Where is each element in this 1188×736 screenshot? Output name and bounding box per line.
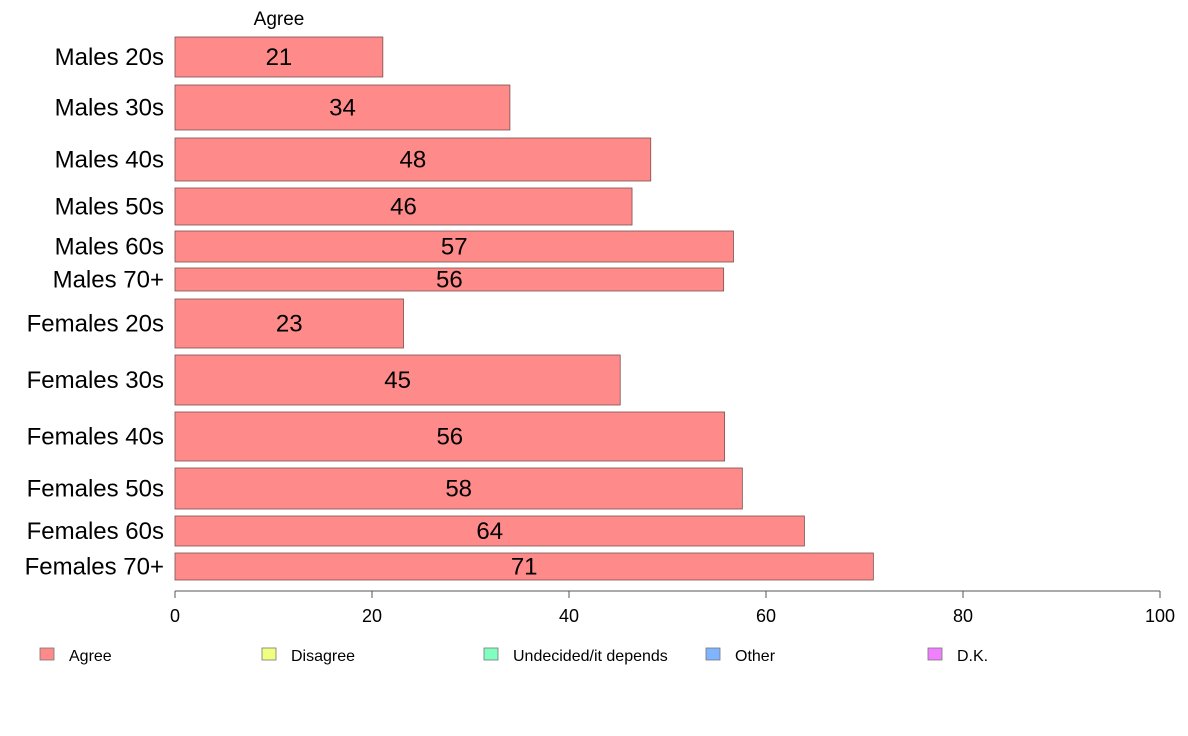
data-label: 58 <box>445 476 472 503</box>
bar <box>174 267 725 292</box>
category-label: Females 70+ <box>25 554 164 581</box>
bar <box>174 137 652 182</box>
bar <box>174 187 633 226</box>
legend-label: Agree <box>69 648 112 665</box>
data-label: 23 <box>276 311 303 338</box>
bars-layer <box>174 36 874 581</box>
bar <box>174 84 511 131</box>
x-tick-label: 100 <box>1145 606 1175 626</box>
category-label: Males 70+ <box>53 267 164 294</box>
legend-item: Disagree <box>261 647 355 665</box>
legend-item: Other <box>705 647 776 665</box>
data-label: 45 <box>384 367 411 394</box>
legend-item: Agree <box>39 647 112 665</box>
category-label: Males 60s <box>55 234 164 261</box>
legend-item: D.K. <box>927 647 988 665</box>
bar <box>174 552 874 581</box>
bar <box>174 230 734 263</box>
legend-swatch <box>705 647 721 661</box>
x-axis: 0 20 40 60 80 100 <box>170 590 1175 626</box>
legend-label: Disagree <box>291 648 355 665</box>
x-tick-label: 20 <box>362 606 382 626</box>
data-label: 21 <box>266 44 293 71</box>
data-label: 56 <box>436 267 463 294</box>
legend-swatch <box>927 647 943 661</box>
data-label: 56 <box>436 424 463 451</box>
data-label: 48 <box>400 147 427 174</box>
category-label: Males 30s <box>55 95 164 122</box>
data-label: 34 <box>329 95 356 122</box>
category-label: Females 20s <box>27 311 164 338</box>
legend-item: Undecided/it depends <box>483 647 668 665</box>
data-label: 71 <box>511 554 538 581</box>
legend-label: Other <box>735 648 776 665</box>
legend-swatch <box>261 647 277 661</box>
category-label: Males 40s <box>55 147 164 174</box>
bar <box>174 411 726 462</box>
x-tick-label: 40 <box>559 606 579 626</box>
legend-label: Undecided/it depends <box>513 648 668 665</box>
data-label: 57 <box>441 234 468 261</box>
legend-swatch <box>483 647 499 661</box>
series-title: Agree <box>254 9 305 30</box>
bar <box>174 298 404 349</box>
category-label: Females 30s <box>27 367 164 394</box>
legend-swatch <box>39 647 55 661</box>
category-label: Females 50s <box>27 476 164 503</box>
legend-label: D.K. <box>957 648 988 665</box>
x-tick-label: 80 <box>953 606 973 626</box>
data-label: 46 <box>390 194 417 221</box>
bar <box>174 36 384 78</box>
legend: Agree Disagree Undecided/it depends Other D.… <box>39 647 988 665</box>
category-label: Males 20s <box>55 44 164 71</box>
bar <box>174 354 621 406</box>
category-label: Females 40s <box>27 424 164 451</box>
x-tick-label: 60 <box>756 606 776 626</box>
bar <box>174 515 805 547</box>
row-labels-layer: Males 20s Males 30s Males 40s Males 50s Male… <box>25 44 164 581</box>
x-tick-label: 0 <box>170 606 180 626</box>
category-label: Females 60s <box>27 518 164 545</box>
bar <box>174 467 743 510</box>
data-label: 64 <box>476 518 503 545</box>
category-label: Males 50s <box>55 194 164 221</box>
